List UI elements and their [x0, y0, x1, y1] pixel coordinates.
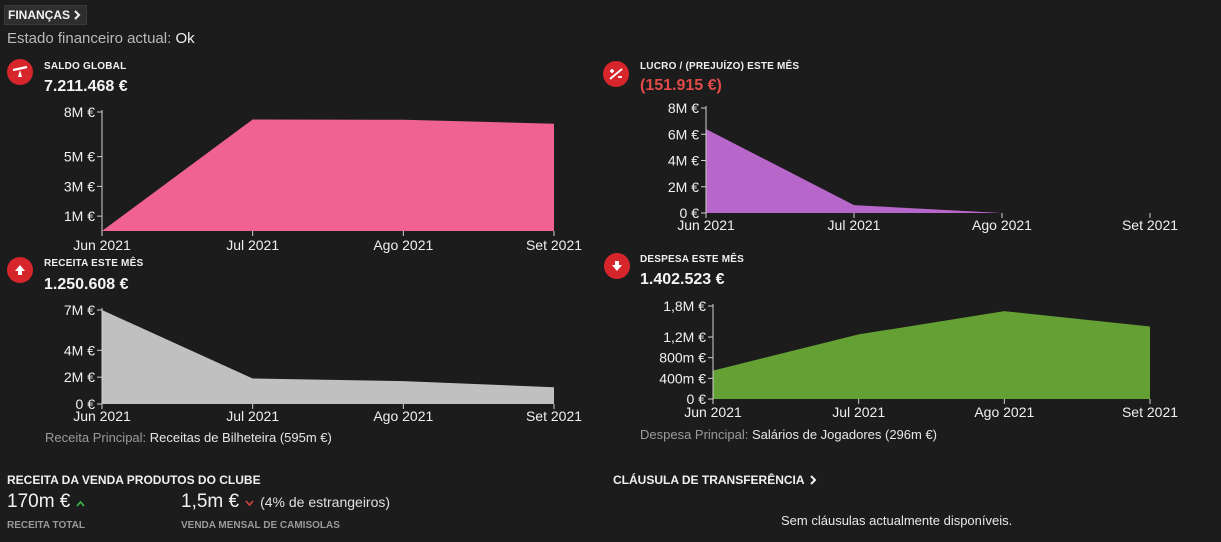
expense-y-tick-label: 1,8M €: [663, 298, 706, 314]
balance-x-tick-label: Set 2021: [526, 237, 582, 253]
chevron-right-icon: [809, 475, 816, 485]
profit-y-tick-label: 2M €: [668, 179, 699, 195]
merch-shirts-value: 1,5m €: [181, 491, 240, 512]
income-note-label: Receita Principal:: [45, 430, 147, 445]
profit-x-tick-label: Ago 2021: [972, 217, 1032, 233]
trend-down-icon: [245, 495, 254, 510]
balance-value: 7.211.468 €: [44, 78, 128, 95]
expense-value: 1.402.523 €: [640, 271, 725, 288]
expense-title: DESPESA ESTE MÊS: [640, 254, 744, 265]
expense-x-tick-label: Ago 2021: [974, 404, 1034, 420]
expense-main-note: Despesa Principal: Salários de Jogadores…: [640, 427, 937, 442]
balance-area: [102, 119, 554, 231]
income-x-tick-label: Set 2021: [526, 408, 582, 424]
income-y-tick-label: 2M €: [64, 369, 95, 385]
balance-y-tick-label: 1M €: [64, 208, 95, 224]
merch-total-label: RECEITA TOTAL: [7, 520, 85, 531]
arrow-down-icon: [604, 253, 630, 279]
plus-minus-icon: [603, 61, 629, 87]
arrow-up-icon: [7, 257, 33, 283]
transfer-clause-link[interactable]: CLÁUSULA DE TRANSFERÊNCIA: [613, 473, 817, 487]
transfer-clause-title: CLÁUSULA DE TRANSFERÊNCIA: [613, 473, 805, 487]
balance-y-tick-label: 8M €: [64, 104, 95, 120]
profit-area: [706, 129, 1150, 213]
income-x-tick-label: Jun 2021: [73, 408, 131, 424]
balance-x-tick-label: Jul 2021: [226, 237, 279, 253]
merch-shirts-label: VENDA MENSAL DE CAMISOLAS: [181, 520, 340, 531]
expense-area: [713, 311, 1150, 399]
finances-header-button[interactable]: FINANÇAS: [4, 5, 87, 25]
balance-y-tick-label: 5M €: [64, 149, 95, 165]
profit-value: (151.915 €): [640, 77, 722, 94]
profit-y-tick-label: 4M €: [668, 153, 699, 169]
merch-shirts: 1,5m € (4% de estrangeiros): [181, 491, 390, 513]
income-y-tick-label: 4M €: [64, 342, 95, 358]
income-note-value: Receitas de Bilheteira (595m €): [149, 430, 332, 445]
income-area: [102, 310, 554, 404]
income-main-note: Receita Principal: Receitas de Bilheteir…: [45, 430, 332, 445]
expense-x-tick-label: Jun 2021: [684, 404, 742, 420]
see-saw-icon: [7, 59, 33, 85]
merch-total-value: 170m €: [7, 491, 71, 512]
balance-x-tick-label: Ago 2021: [373, 237, 433, 253]
income-value: 1.250.608 €: [44, 276, 129, 293]
profit-y-tick-label: 6M €: [668, 126, 699, 142]
expense-note-label: Despesa Principal:: [640, 427, 749, 442]
balance-y-tick-label: 3M €: [64, 178, 95, 194]
trend-up-icon: [76, 495, 85, 510]
expense-y-tick-label: 800m €: [659, 350, 706, 366]
profit-x-tick-label: Jun 2021: [677, 217, 735, 233]
income-x-tick-label: Ago 2021: [373, 408, 433, 424]
chevron-right-icon: [74, 10, 81, 20]
expense-y-tick-label: 0 €: [687, 391, 707, 407]
merch-title: RECEITA DA VENDA PRODUTOS DO CLUBE: [7, 473, 261, 487]
income-y-tick-label: 0 €: [76, 396, 96, 412]
status-value: Ok: [175, 30, 195, 47]
finances-title: FINANÇAS: [8, 8, 70, 22]
expense-note-value: Salários de Jogadores (296m €): [752, 427, 938, 442]
profit-x-tick-label: Set 2021: [1122, 217, 1178, 233]
income-x-tick-label: Jul 2021: [226, 408, 279, 424]
balance-title: SALDO GLOBAL: [44, 61, 127, 72]
profit-y-tick-label: 0 €: [680, 205, 700, 221]
income-y-tick-label: 7M €: [64, 302, 95, 318]
balance-x-tick-label: Jun 2021: [73, 237, 131, 253]
expense-x-tick-label: Jul 2021: [832, 404, 885, 420]
expense-y-tick-label: 1,2M €: [663, 329, 706, 345]
status-label: Estado financeiro actual:: [7, 30, 172, 47]
expense-y-tick-label: 400m €: [659, 370, 706, 386]
profit-y-tick-label: 8M €: [668, 100, 699, 116]
profit-x-tick-label: Jul 2021: [828, 217, 881, 233]
no-clauses-message: Sem cláusulas actualmente disponíveis.: [781, 513, 1013, 528]
profit-title: LUCRO / (PREJUÍZO) ESTE MÊS: [640, 61, 800, 72]
merch-shirts-extra: (4% de estrangeiros): [260, 494, 391, 510]
merch-total: 170m €: [7, 491, 85, 513]
expense-x-tick-label: Set 2021: [1122, 404, 1178, 420]
income-title: RECEITA ESTE MÊS: [44, 258, 144, 269]
financial-status: Estado financeiro actual: Ok: [7, 30, 195, 47]
